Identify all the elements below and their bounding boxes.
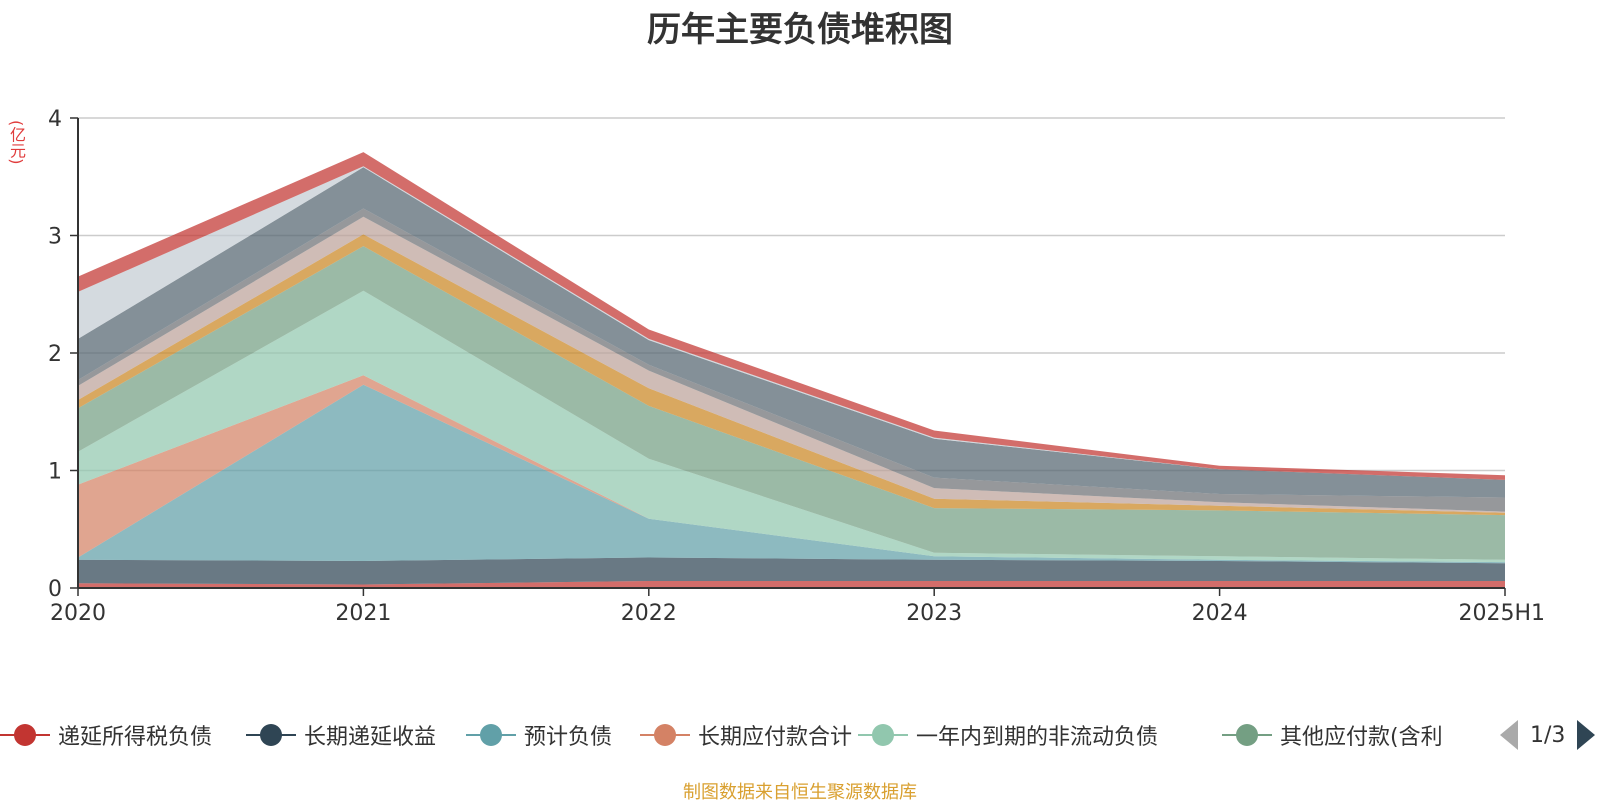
y-tick-label: 2 [48,342,62,367]
legend: 递延所得税负债 长期递延收益 预计负债 长期应付款合计 一年内到期的非流动负债 其他应付款… [0,715,1600,755]
area-series-2[interactable] [78,557,1505,585]
x-tick-label: 2021 [335,601,391,626]
legend-marker-icon [858,715,908,755]
legend-label: 其他应付款(含利 [1280,725,1443,750]
legend-marker-icon [0,715,50,755]
legend-item[interactable]: 一年内到期的非流动负债 [858,715,1158,755]
legend-marker-icon [1222,715,1272,755]
stacked-area-chart: 0 1 2 3 4 2020 2021 2022 2023 2024 2025H1 [48,107,1545,626]
y-axis-unit: (亿元) [7,120,26,165]
legend-label: 一年内到期的非流动负债 [916,725,1159,750]
legend-item[interactable]: 长期递延收益 [246,715,436,755]
data-source-note: 制图数据来自恒生聚源数据库 [683,782,917,803]
legend-pager: 1/3 [1500,718,1596,752]
y-tick-label: 1 [48,460,62,485]
area-series-6[interactable] [78,246,1505,560]
area-series-3[interactable] [78,384,1505,564]
x-tick-label: 2020 [50,601,106,626]
legend-marker-icon [640,715,690,755]
x-tick-label: 2025H1 [1458,601,1545,626]
area-series-5[interactable] [78,290,1505,563]
legend-item[interactable]: 其他应付款(含利 [1222,715,1443,755]
legend-marker-icon [246,715,296,755]
y-tick-label: 4 [48,107,62,132]
x-tick-label: 2024 [1192,601,1248,626]
legend-next-icon[interactable] [1577,720,1596,750]
x-tick-label: 2023 [906,601,962,626]
legend-label: 长期递延收益 [304,725,437,750]
chart-title: 历年主要负债堆积图 [647,10,953,50]
legend-item[interactable]: 递延所得税负债 [0,715,212,755]
legend-item[interactable]: 长期应付款合计 [640,715,852,755]
y-tick-label: 3 [48,225,62,250]
legend-marker-icon [466,715,516,755]
axes: 0 1 2 3 4 2020 2021 2022 2023 2024 2025H1 [48,107,1545,626]
legend-prev-icon[interactable] [1500,720,1518,750]
x-tick-label: 2022 [621,601,677,626]
legend-item[interactable]: 预计负债 [466,715,612,755]
y-tick-label: 0 [48,577,62,602]
legend-page-indicator: 1/3 [1530,722,1566,748]
area-series-1[interactable] [78,581,1505,588]
area-series[interactable] [78,152,1505,588]
legend-label: 长期应付款合计 [698,725,853,750]
legend-label: 递延所得税负债 [58,725,213,750]
legend-label: 预计负债 [524,725,613,750]
